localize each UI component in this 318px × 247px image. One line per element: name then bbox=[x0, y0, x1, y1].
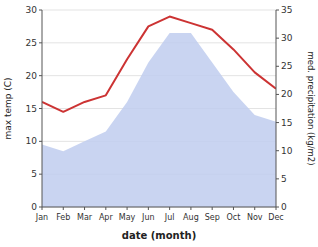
y2-tick bbox=[276, 10, 279, 11]
y-tick-label: 0 bbox=[31, 202, 37, 212]
x-tick-label: Jan bbox=[35, 213, 48, 222]
x-tick-label: Dec bbox=[268, 213, 283, 222]
plot-area bbox=[42, 17, 276, 207]
y-tick bbox=[39, 75, 42, 76]
y2-tick-label: 25 bbox=[281, 61, 292, 71]
grid-line bbox=[42, 207, 276, 208]
y-tick bbox=[39, 108, 42, 109]
x-tick bbox=[233, 207, 234, 210]
grid-line bbox=[42, 42, 276, 43]
x-tick bbox=[190, 207, 191, 210]
x-tick-label: Apr bbox=[99, 213, 114, 222]
x-tick-label: Nov bbox=[247, 213, 263, 222]
y2-tick-label: 20 bbox=[281, 89, 293, 99]
y-tick bbox=[39, 10, 42, 11]
x-axis-line bbox=[42, 207, 276, 208]
y2-axis-line bbox=[276, 10, 277, 207]
y-tick-label: 15 bbox=[26, 104, 37, 114]
x-tick-label: Mar bbox=[77, 213, 93, 222]
y-axis-label: max temp (C) bbox=[3, 77, 13, 139]
x-tick bbox=[42, 207, 43, 210]
y2-tick-label: 10 bbox=[281, 146, 293, 156]
y-tick bbox=[39, 42, 42, 43]
y2-tick bbox=[276, 122, 279, 123]
y2-tick-label: 0 bbox=[281, 202, 287, 212]
y2-tick bbox=[276, 178, 279, 179]
y-tick bbox=[39, 174, 42, 175]
y2-tick-label: 15 bbox=[281, 118, 292, 128]
chart: 0 5 10 15 20 25 30 0 5 10 15 20 25 30 35 Jan Feb Mar Apr Ma… bbox=[0, 0, 318, 247]
x-tick-label: Jun bbox=[141, 213, 155, 222]
y2-tick bbox=[276, 150, 279, 151]
y2-tick bbox=[276, 94, 279, 95]
precipitation-area bbox=[42, 33, 276, 207]
y2-tick bbox=[276, 38, 279, 39]
y-tick bbox=[39, 141, 42, 142]
x-tick bbox=[148, 207, 149, 210]
y-tick-label: 30 bbox=[26, 5, 38, 15]
x-tick bbox=[276, 207, 277, 210]
x-tick bbox=[212, 207, 213, 210]
y-tick-label: 10 bbox=[26, 136, 38, 146]
x-tick bbox=[84, 207, 85, 210]
axes bbox=[39, 10, 279, 210]
x-tick bbox=[63, 207, 64, 210]
y2-tick-label: 35 bbox=[281, 5, 292, 15]
x-axis-label: date (month) bbox=[122, 230, 196, 241]
y2-tick-label: 5 bbox=[281, 174, 287, 184]
x-tick bbox=[169, 207, 170, 210]
y2-axis-label: med. precipitation (kg/m2) bbox=[306, 51, 316, 165]
x-tick bbox=[127, 207, 128, 210]
chart-container: 0 5 10 15 20 25 30 0 5 10 15 20 25 30 35 Jan Feb Mar Apr Ma… bbox=[0, 0, 318, 247]
y2-tick-label: 30 bbox=[281, 33, 293, 43]
grid-line bbox=[42, 10, 276, 11]
x-tick-label: Oct bbox=[227, 213, 241, 222]
x-tick bbox=[254, 207, 255, 210]
grid bbox=[42, 10, 276, 207]
temperature-line bbox=[42, 17, 276, 112]
x-tick-label: Sep bbox=[205, 213, 220, 222]
y-tick-label: 5 bbox=[31, 169, 37, 179]
y2-tick bbox=[276, 66, 279, 67]
x-tick bbox=[105, 207, 106, 210]
y-tick-label: 25 bbox=[26, 38, 37, 48]
y-tick-label: 20 bbox=[26, 71, 38, 81]
x-tick-label: Feb bbox=[56, 213, 70, 222]
x-tick-label: Jul bbox=[164, 213, 175, 222]
x-tick-label: Aug bbox=[183, 213, 199, 222]
x-tick-label: May bbox=[119, 213, 136, 222]
